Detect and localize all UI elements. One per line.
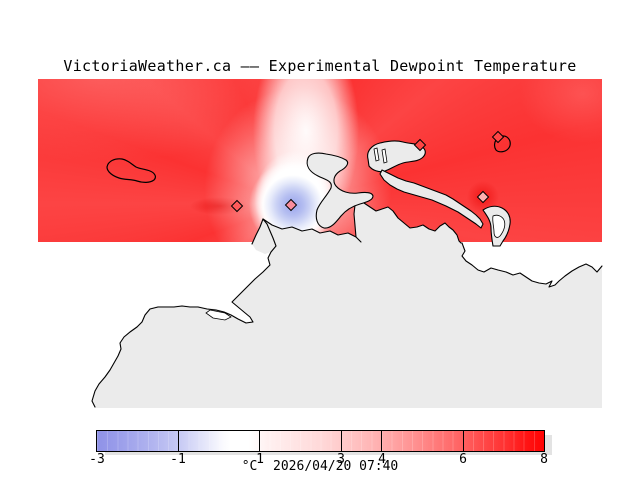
colorbar-label: 1 bbox=[256, 452, 264, 467]
coast-northwest-diagonal bbox=[91, 218, 277, 408]
coastlines bbox=[91, 196, 603, 408]
colorbar-tick bbox=[463, 431, 464, 451]
field-contours bbox=[106, 135, 511, 183]
head-inlet-2 bbox=[381, 148, 388, 164]
colorbar-tick bbox=[341, 431, 342, 451]
station-marker bbox=[284, 198, 298, 212]
colorbar-tick bbox=[259, 431, 260, 451]
station-marker bbox=[491, 130, 505, 144]
land-east-lobe bbox=[354, 197, 459, 246]
colorbar-label: -3 bbox=[89, 452, 105, 467]
colorbar-label: 6 bbox=[459, 452, 467, 467]
land-fills bbox=[92, 197, 602, 408]
coast-shore-strip bbox=[262, 218, 362, 243]
colorbar-caption: °C 2026/04/20 07:40 bbox=[241, 459, 399, 474]
hook-harbor-pocket bbox=[492, 214, 506, 238]
colorbar-tick bbox=[178, 431, 179, 451]
page-title: VictoriaWeather.ca —— Experimental Dewpo… bbox=[63, 57, 577, 75]
contour-west-island bbox=[106, 158, 156, 183]
water-pockets bbox=[205, 147, 506, 321]
station-marker bbox=[230, 199, 244, 213]
coast-east-wedge bbox=[461, 242, 603, 288]
colorbar-label: 8 bbox=[540, 452, 548, 467]
colorbar-label: 3 bbox=[337, 452, 345, 467]
land-south-mass bbox=[92, 242, 602, 408]
colorbar-label: -1 bbox=[170, 452, 186, 467]
land-seahorse-island bbox=[306, 152, 374, 229]
colorbar-tick bbox=[381, 431, 382, 451]
station-marker bbox=[476, 190, 490, 204]
land-thin-peninsula bbox=[379, 169, 484, 229]
ediz-hook-pocket bbox=[205, 309, 232, 321]
colorbar-label: 4 bbox=[378, 452, 386, 467]
head-inlet-1 bbox=[373, 147, 380, 162]
colorbar bbox=[96, 430, 545, 452]
station-markers bbox=[230, 130, 505, 213]
land-shore-strip bbox=[260, 219, 361, 246]
contour-northeast-islet bbox=[493, 135, 511, 153]
station-marker bbox=[413, 138, 427, 152]
